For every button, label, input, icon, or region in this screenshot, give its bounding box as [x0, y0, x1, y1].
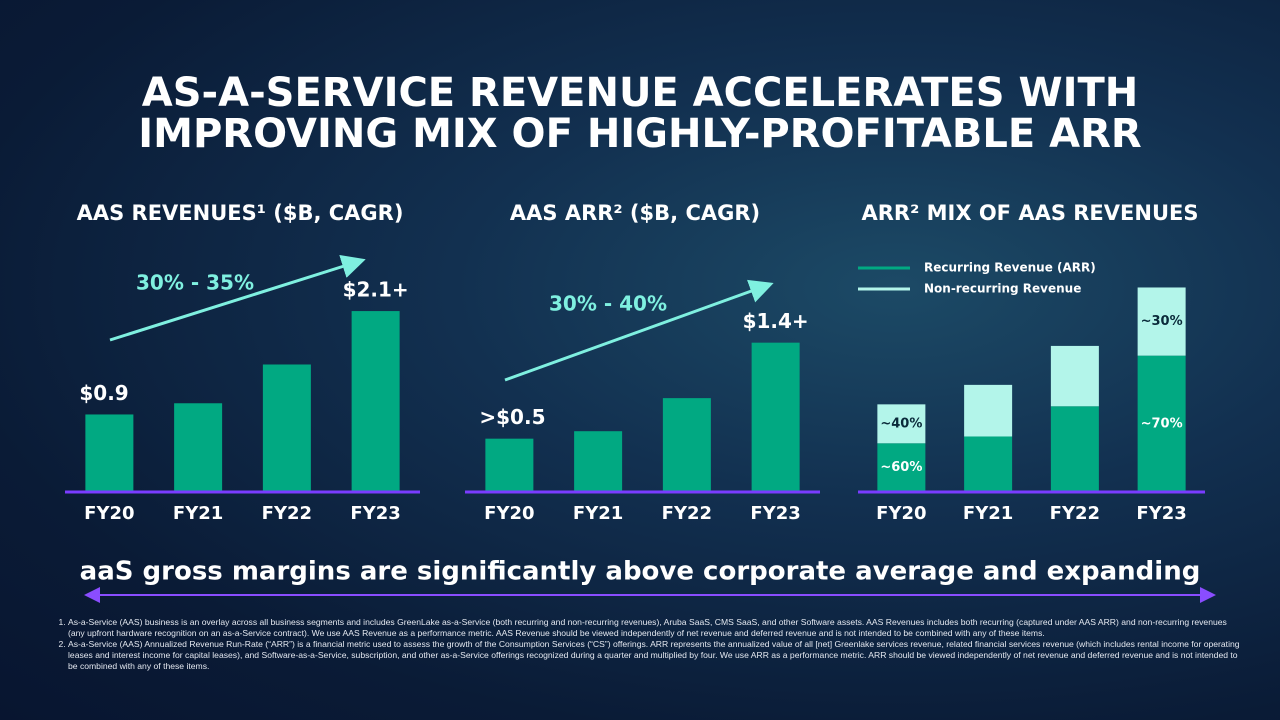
share-label: ~40% — [880, 416, 922, 431]
x-tick-label: FY22 — [262, 503, 312, 524]
slide-title: IMPROVING MIX OF HIGHLY-PROFITABLE ARR — [138, 111, 1141, 157]
bar-segment — [1050, 345, 1099, 407]
bar-segment — [877, 443, 926, 492]
footnote: As-a-Service (AAS) business is an overla… — [68, 617, 1243, 639]
cagr-label: 30% - 35% — [136, 271, 254, 295]
bar — [662, 398, 711, 492]
legend-label: Recurring Revenue (ARR) — [924, 261, 1096, 275]
value-label: $1.4+ — [743, 309, 809, 333]
subtitle: aaS gross margins are significantly abov… — [80, 557, 1201, 587]
x-tick-label: FY20 — [484, 503, 534, 524]
value-label: $2.1+ — [343, 278, 409, 302]
value-label: >$0.5 — [479, 405, 545, 429]
x-tick-label: FY23 — [350, 503, 400, 524]
x-tick-label: FY20 — [876, 503, 926, 524]
bar — [574, 431, 623, 492]
x-tick-label: FY21 — [173, 503, 223, 524]
bar-segment — [1137, 287, 1186, 356]
bar-segment — [1050, 406, 1099, 492]
value-label: $0.9 — [79, 381, 128, 405]
share-label: ~60% — [880, 460, 922, 475]
x-tick-label: FY22 — [662, 503, 712, 524]
share-label: ~70% — [1141, 416, 1183, 431]
footnotes: As-a-Service (AAS) business is an overla… — [52, 617, 1243, 672]
x-tick-label: FY21 — [963, 503, 1013, 524]
footnote: As-a-Service (AAS) Annualized Revenue Ru… — [68, 639, 1243, 672]
bar-segment — [964, 384, 1013, 437]
bar — [174, 403, 223, 492]
x-tick-label: FY23 — [750, 503, 800, 524]
bar — [85, 414, 134, 492]
x-tick-label: FY23 — [1136, 503, 1186, 524]
cagr-arrow — [109, 254, 366, 342]
bar — [262, 364, 311, 492]
bar-segment — [964, 436, 1013, 492]
bar-segment — [877, 404, 926, 444]
chart-title: ARR² MIX OF AAS REVENUES — [862, 201, 1199, 225]
x-tick-label: FY22 — [1050, 503, 1100, 524]
cagr-arrow — [504, 279, 774, 382]
x-tick-label: FY20 — [84, 503, 134, 524]
x-tick-label: FY21 — [573, 503, 623, 524]
bar-segment — [1137, 355, 1186, 492]
cagr-label: 30% - 40% — [549, 292, 667, 316]
chart-title: AAS ARR² ($B, CAGR) — [510, 201, 760, 225]
legend-label: Non-recurring Revenue — [924, 282, 1081, 296]
bar — [485, 438, 534, 492]
chart-title: AAS REVENUES¹ ($B, CAGR) — [77, 201, 404, 225]
bar — [751, 342, 800, 492]
bar — [351, 311, 400, 492]
share-label: ~30% — [1141, 314, 1183, 329]
slide-title: AS-A-SERVICE REVENUE ACCELERATES WITH — [142, 70, 1138, 116]
